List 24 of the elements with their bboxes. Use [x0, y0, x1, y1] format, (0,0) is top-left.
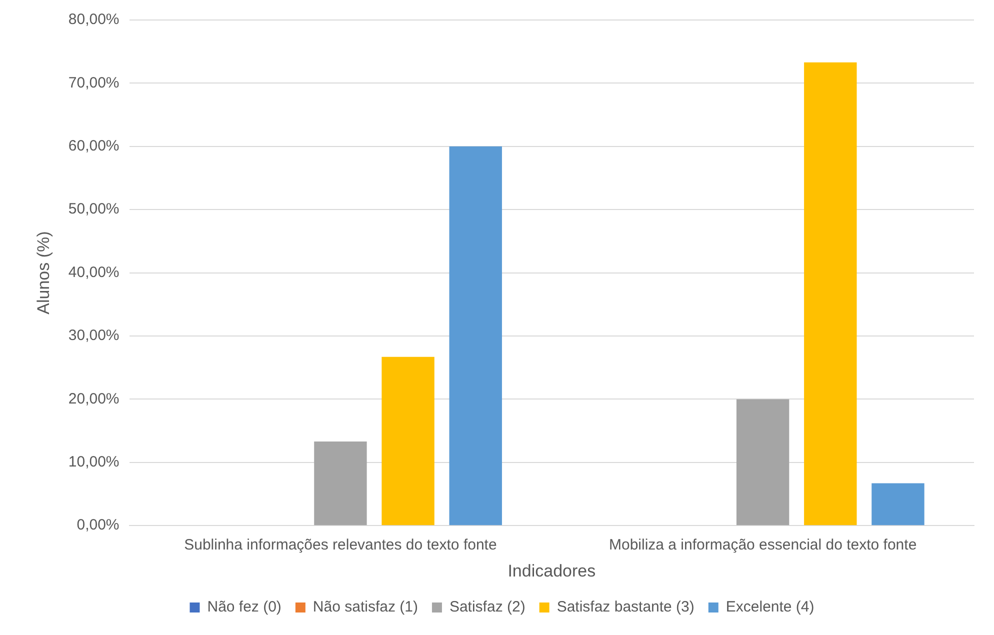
legend-label: Não satisfaz (1) [312, 598, 418, 616]
y-tick-label: 10,00% [68, 454, 120, 471]
y-tick-label: 80,00% [68, 11, 120, 28]
y-tick-label: 30,00% [68, 327, 120, 344]
bar [382, 356, 434, 526]
bar [736, 399, 790, 526]
y-tick-label: 50,00% [68, 200, 120, 218]
y-tick-label: 20,00% [68, 390, 120, 408]
legend-label: Satisfaz bastante (3) [556, 598, 694, 616]
x-tick-label: Mobiliza a informação essencial do texto fonte [608, 536, 917, 554]
y-axis-title: Alunos (%) [34, 231, 53, 314]
legend-label: Excelente (4) [726, 598, 814, 616]
y-tick-label: 0,00% [76, 516, 120, 534]
x-axis-title: Indicadores [508, 561, 596, 580]
bar [449, 146, 502, 526]
x-tick-label: Sublinha informações relevantes do texto fonte [184, 536, 497, 554]
legend-label: Não fez (0) [207, 598, 282, 616]
bar [804, 62, 857, 526]
bar [872, 483, 924, 526]
bar [314, 442, 367, 526]
y-tick-label: 60,00% [68, 138, 120, 155]
y-tick-label: 70,00% [68, 74, 120, 92]
legend-label: Satisfaz (2) [449, 598, 526, 616]
y-tick-label: 40,00% [68, 264, 120, 281]
